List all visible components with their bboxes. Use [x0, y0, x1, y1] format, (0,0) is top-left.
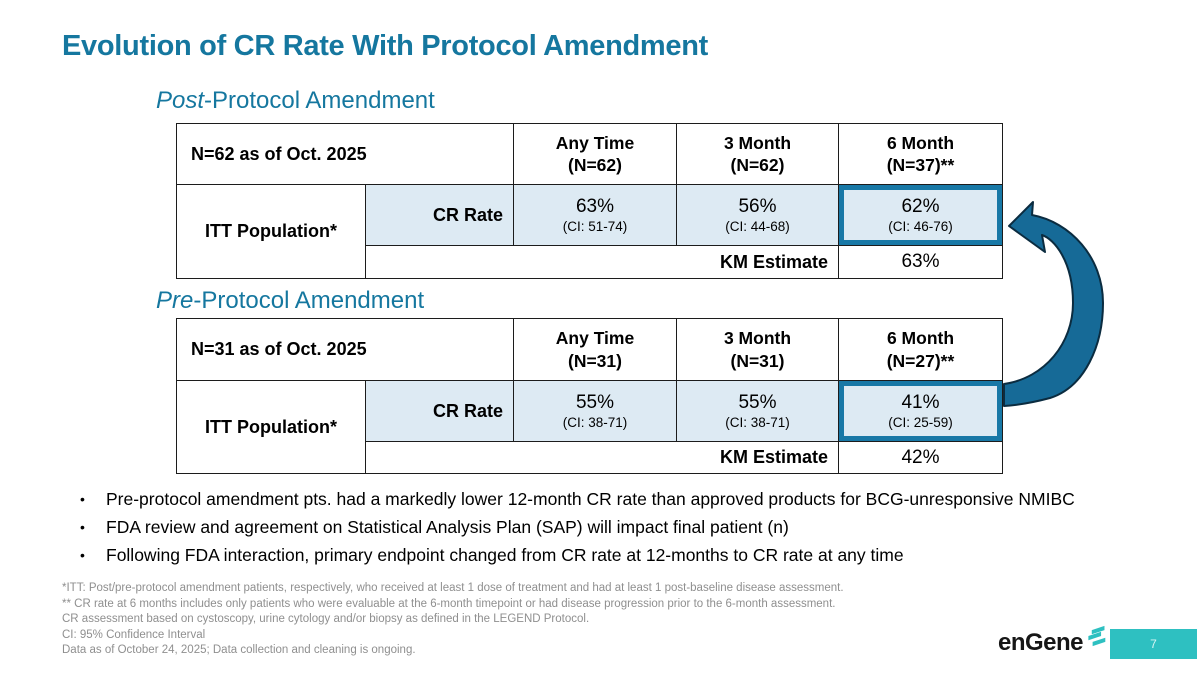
- footnote-line: CI: 95% Confidence Interval: [62, 628, 206, 641]
- section-heading-pre-rest: -Protocol Amendment: [193, 287, 425, 314]
- column-header-line2: (N=31): [568, 350, 622, 371]
- table-row: ITT Population* CR Rate 55% (CI: 38-71) …: [176, 380, 1003, 474]
- cr-confidence-interval: (CI: 44-68): [725, 219, 790, 235]
- column-header-line2: (N=27)**: [886, 350, 955, 371]
- column-header-line1: Any Time: [555, 328, 635, 349]
- section-heading-post-rest: -Protocol Amendment: [204, 87, 435, 114]
- row-label-itt-population: ITT Population*: [176, 184, 366, 279]
- cr-confidence-interval: (CI: 38-71): [725, 415, 790, 431]
- cr-value-any-time: 63% (CI: 51-74): [513, 184, 677, 246]
- bullet-icon: •: [80, 547, 85, 563]
- column-header-6-month: 6 Month (N=27)**: [838, 318, 1003, 381]
- engene-layers-icon: [1085, 624, 1107, 653]
- section-heading-post-em: Post: [156, 87, 205, 114]
- column-header-line1: 6 Month: [886, 328, 955, 349]
- cr-value-any-time: 55% (CI: 38-71): [513, 380, 677, 442]
- column-header-3-month: 3 Month (N=31): [676, 318, 839, 381]
- column-header-line1: 6 Month: [886, 132, 955, 153]
- cr-confidence-interval: (CI: 25-59): [888, 415, 953, 431]
- column-header-6-month: 6 Month (N=37)**: [838, 123, 1003, 185]
- column-header-line2: (N=62): [730, 155, 785, 175]
- footnote-line: ** CR rate at 6 months includes only pat…: [62, 597, 836, 610]
- column-header-line2: (N=31): [730, 350, 785, 371]
- km-estimate-value: 63%: [838, 245, 1003, 279]
- column-header-line1: 3 Month: [723, 328, 792, 349]
- cr-value-3-month: 55% (CI: 38-71): [676, 380, 839, 442]
- column-header-line1: 3 Month: [723, 132, 792, 153]
- pre-amendment-table: N=31 as of Oct. 2025 Any Time (N=31) 3 M…: [176, 318, 1003, 474]
- section-heading-pre: Pre-Protocol Amendment: [156, 287, 424, 315]
- engene-logo: enGene: [998, 625, 1107, 658]
- corner-cell: N=62 as of Oct. 2025: [176, 123, 514, 185]
- row-label-itt-population: ITT Population*: [176, 380, 366, 474]
- column-header-line2: (N=62): [568, 155, 622, 175]
- km-estimate-label: KM Estimate: [365, 245, 839, 279]
- cr-rate-label: CR Rate: [365, 380, 514, 442]
- table-row: KM Estimate 42%: [177, 441, 1003, 474]
- column-header-line1: Any Time: [555, 132, 635, 153]
- footnote-line: *ITT: Post/pre-protocol amendment patien…: [62, 582, 844, 594]
- cr-value-3-month: 56% (CI: 44-68): [676, 184, 839, 246]
- km-estimate-value: 42%: [838, 441, 1003, 474]
- cr-rate-label: CR Rate: [365, 184, 514, 246]
- cr-confidence-interval: (CI: 46-76): [888, 219, 953, 235]
- cr-percent: 55%: [738, 392, 777, 414]
- page-number-badge: 7: [1110, 629, 1197, 659]
- bullet-text: Pre-protocol amendment pts. had a marked…: [106, 489, 1075, 509]
- bullet-text: Following FDA interaction, primary endpo…: [106, 545, 904, 565]
- column-header-any-time: Any Time (N=62): [513, 123, 677, 185]
- cr-percent: 63%: [575, 196, 615, 218]
- page-title: Evolution of CR Rate With Protocol Amend…: [62, 30, 709, 62]
- bullet-list: • Pre-protocol amendment pts. had a mark…: [80, 489, 1075, 573]
- cr-value-6-month-highlighted: 41% (CI: 25-59): [838, 380, 1003, 442]
- km-estimate-label: KM Estimate: [365, 441, 839, 474]
- table-row: N=62 as of Oct. 2025 Any Time (N=62) 3 M…: [176, 123, 1003, 185]
- list-item: • Pre-protocol amendment pts. had a mark…: [80, 489, 1075, 510]
- post-amendment-table: N=62 as of Oct. 2025 Any Time (N=62) 3 M…: [176, 123, 1003, 279]
- list-item: • FDA review and agreement on Statistica…: [80, 517, 1075, 538]
- section-heading-post: Post-Protocol Amendment: [156, 87, 435, 115]
- list-item: • Following FDA interaction, primary end…: [80, 545, 1075, 566]
- table-row: N=31 as of Oct. 2025 Any Time (N=31) 3 M…: [176, 318, 1003, 381]
- curved-arrow-icon: [1000, 195, 1200, 420]
- column-header-any-time: Any Time (N=31): [513, 318, 677, 381]
- table-row: KM Estimate 63%: [177, 245, 1003, 279]
- footnote-line: Data as of October 24, 2025; Data collec…: [62, 644, 416, 656]
- footnote-line: CR assessment based on cystoscopy, urine…: [62, 613, 590, 625]
- bullet-icon: •: [80, 519, 85, 535]
- corner-cell: N=31 as of Oct. 2025: [176, 318, 514, 381]
- bullet-text: FDA review and agreement on Statistical …: [106, 517, 789, 537]
- cr-percent: 55%: [575, 392, 615, 414]
- table-row: ITT Population* CR Rate 63% (CI: 51-74) …: [176, 184, 1003, 279]
- bullet-icon: •: [80, 491, 85, 507]
- section-heading-pre-em: Pre: [156, 287, 194, 314]
- footnotes: *ITT: Post/pre-protocol amendment patien…: [62, 581, 844, 659]
- cr-percent: 56%: [738, 196, 777, 218]
- cr-confidence-interval: (CI: 51-74): [562, 219, 628, 235]
- column-header-3-month: 3 Month (N=62): [676, 123, 839, 185]
- cr-percent: 41%: [901, 392, 940, 414]
- cr-value-6-month-highlighted: 62% (CI: 46-76): [838, 184, 1003, 246]
- cr-confidence-interval: (CI: 38-71): [562, 415, 628, 431]
- column-header-line2: (N=37)**: [886, 155, 955, 175]
- engene-logo-text: enGene: [998, 629, 1084, 656]
- cr-percent: 62%: [901, 196, 940, 218]
